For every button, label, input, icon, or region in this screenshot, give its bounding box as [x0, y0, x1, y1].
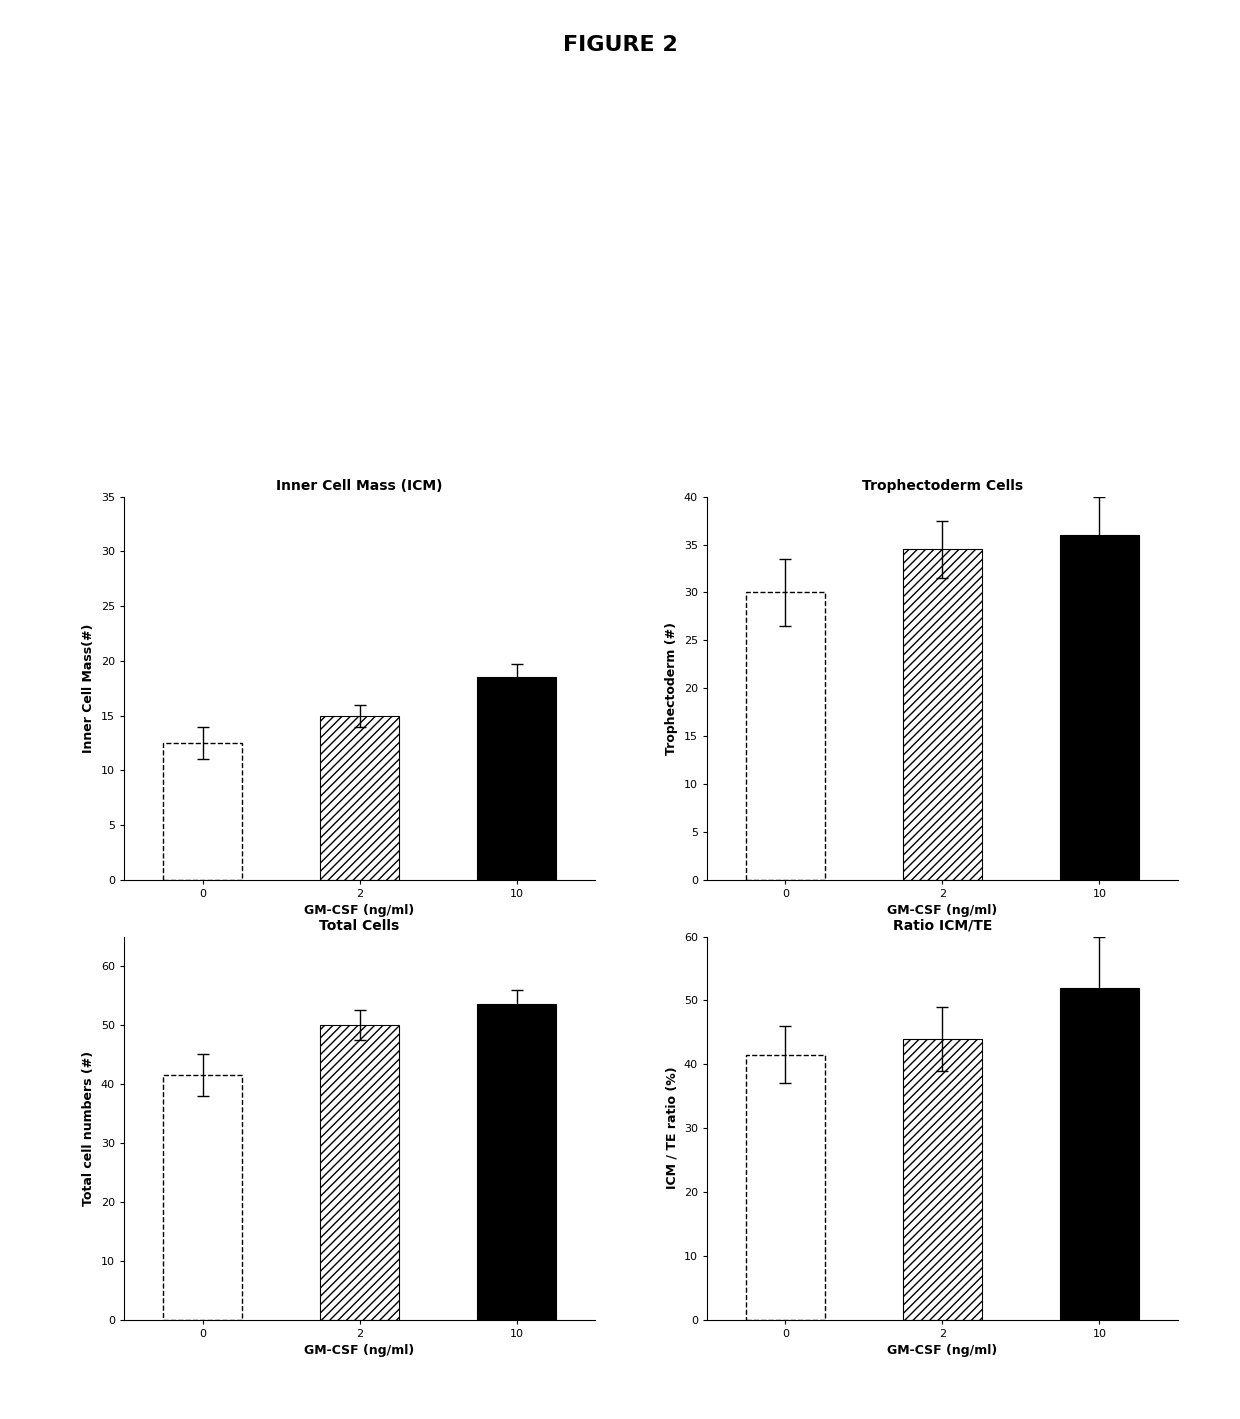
Bar — [746, 592, 825, 880]
Y-axis label: Inner Cell Mass(#): Inner Cell Mass(#) — [82, 623, 95, 753]
Title: Trophectoderm Cells: Trophectoderm Cells — [862, 478, 1023, 492]
Bar — [903, 1039, 982, 1320]
X-axis label: GM-CSF (ng/ml): GM-CSF (ng/ml) — [888, 904, 997, 917]
Bar — [477, 1005, 556, 1320]
Bar — [320, 715, 399, 880]
Bar — [320, 1025, 399, 1320]
Bar — [903, 549, 982, 880]
Bar — [477, 677, 556, 880]
Bar — [164, 744, 242, 880]
X-axis label: GM-CSF (ng/ml): GM-CSF (ng/ml) — [888, 1344, 997, 1357]
Y-axis label: Total cell numbers (#): Total cell numbers (#) — [82, 1050, 95, 1206]
Title: Ratio ICM/TE: Ratio ICM/TE — [893, 918, 992, 932]
Y-axis label: Trophectoderm (#): Trophectoderm (#) — [665, 622, 678, 755]
Bar — [1060, 535, 1138, 880]
Bar — [1060, 988, 1138, 1320]
Bar — [164, 1076, 242, 1320]
Text: FIGURE 2: FIGURE 2 — [563, 35, 677, 55]
Title: Inner Cell Mass (ICM): Inner Cell Mass (ICM) — [277, 478, 443, 492]
X-axis label: GM-CSF (ng/ml): GM-CSF (ng/ml) — [305, 904, 414, 917]
X-axis label: GM-CSF (ng/ml): GM-CSF (ng/ml) — [305, 1344, 414, 1357]
Title: Total Cells: Total Cells — [320, 918, 399, 932]
Y-axis label: ICM / TE ratio (%): ICM / TE ratio (%) — [665, 1067, 678, 1189]
Bar — [746, 1054, 825, 1320]
